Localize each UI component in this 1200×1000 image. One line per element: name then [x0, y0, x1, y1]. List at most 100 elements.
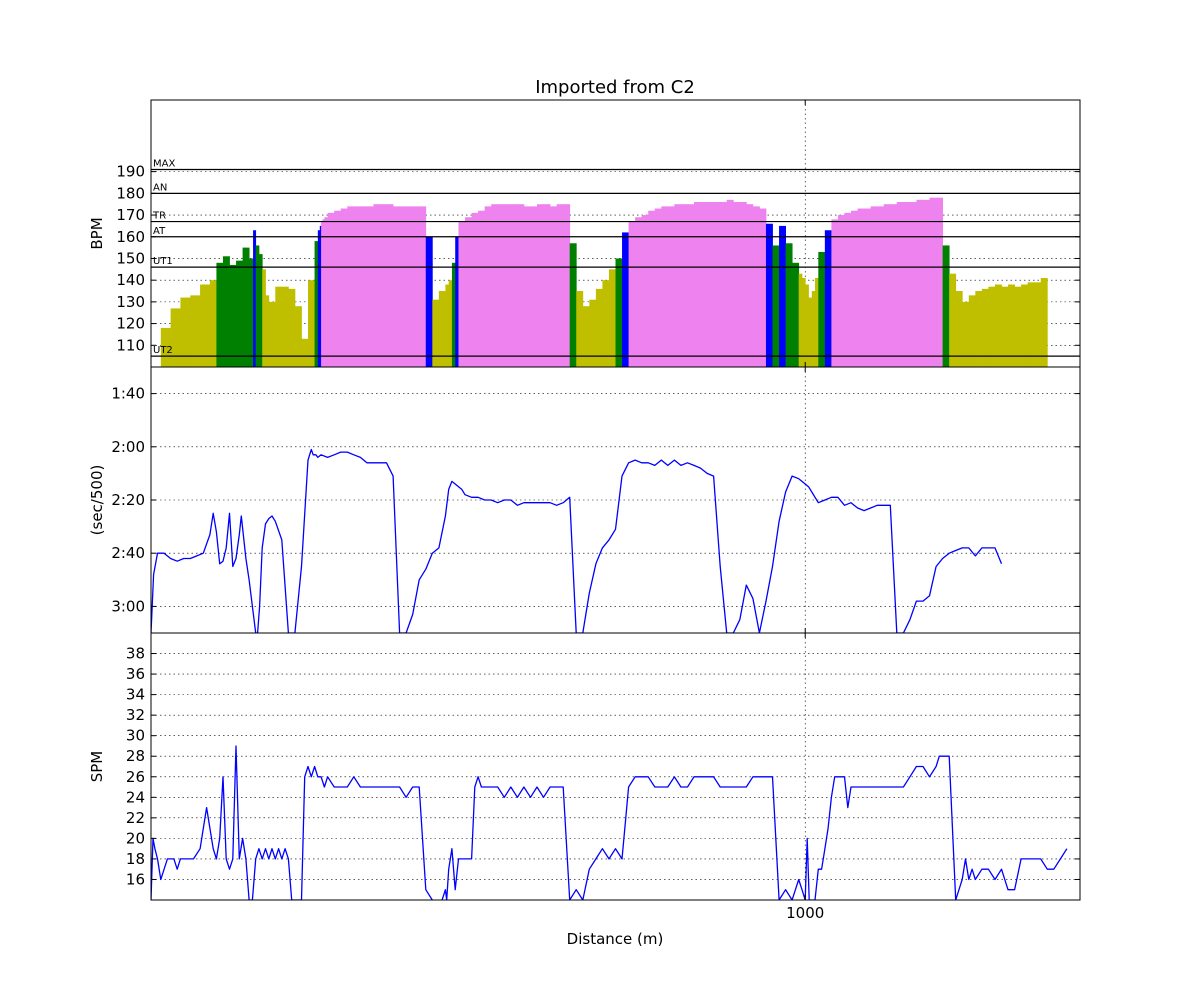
- hr-bar: [255, 245, 260, 367]
- y-tick-label: 24: [126, 788, 145, 806]
- zone-label-ut1: UT1: [153, 256, 173, 267]
- plot-area: [151, 448, 1003, 633]
- hr-bar: [857, 208, 865, 367]
- hr-bar: [190, 295, 201, 367]
- hr-bar: [200, 284, 211, 367]
- hr-bar: [739, 202, 747, 367]
- plot-area: [151, 745, 1068, 900]
- hr-bar: [615, 258, 623, 367]
- y-axis-label-pace: (sec/500): [88, 465, 106, 536]
- plot-area: [160, 197, 1048, 367]
- hr-bar: [815, 278, 819, 367]
- hr-bar: [975, 291, 983, 367]
- hr-bar: [772, 245, 780, 367]
- y-tick-label: 34: [126, 686, 145, 704]
- hr-bar: [399, 206, 407, 367]
- hr-bar: [563, 204, 571, 367]
- hr-bar: [700, 202, 708, 367]
- hr-bar: [419, 206, 427, 367]
- y-tick-label: 1:40: [111, 385, 145, 403]
- hr-bar: [425, 236, 433, 367]
- hr-bar: [438, 291, 446, 367]
- hr-bar: [674, 204, 682, 367]
- hr-bar: [262, 269, 266, 367]
- hr-bar: [818, 251, 826, 367]
- y-axis-label-spm: SPM: [88, 751, 106, 783]
- hr-bar: [589, 299, 597, 367]
- hr-bar: [386, 204, 394, 367]
- hr-bar: [209, 280, 217, 367]
- y-tick-label: 28: [126, 747, 145, 765]
- hr-bar: [301, 338, 309, 367]
- hr-bar: [393, 206, 401, 367]
- y-tick-label: 38: [126, 645, 145, 663]
- hr-bar: [798, 273, 803, 367]
- axes-frame: [150, 632, 1081, 901]
- hr-bar: [746, 204, 754, 367]
- zone-label-ut2: UT2: [153, 345, 173, 356]
- hr-bar: [628, 221, 636, 367]
- hr-bar: [648, 210, 656, 367]
- hr-bar: [550, 206, 558, 367]
- hr-bar: [497, 204, 505, 367]
- y-tick-label: 130: [116, 293, 145, 311]
- hr-bar: [491, 204, 499, 367]
- hr-bar: [759, 208, 767, 367]
- hr-bar: [785, 243, 793, 367]
- hr-bar: [661, 206, 669, 367]
- x-tick-label: 1000: [786, 904, 824, 922]
- hr-bar: [808, 297, 813, 367]
- hr-bar: [275, 286, 283, 367]
- hr-bar: [556, 204, 564, 367]
- hr-bar: [160, 327, 172, 367]
- hr-bar: [707, 202, 715, 367]
- y-tick-label: 20: [126, 829, 145, 847]
- hr-bar: [379, 204, 387, 367]
- hr-bar: [582, 306, 590, 367]
- hr-bar: [268, 301, 276, 367]
- hr-bar: [608, 269, 616, 367]
- hr-bar: [536, 204, 544, 367]
- hr-bar: [936, 197, 944, 367]
- hr-bar: [265, 295, 270, 367]
- hr-bar: [942, 245, 950, 367]
- hr-bar: [314, 241, 319, 367]
- hr-bar: [543, 204, 551, 367]
- y-tick-label: 110: [116, 336, 145, 354]
- x-axis-label: Distance (m): [567, 930, 664, 948]
- hr-bar: [792, 262, 800, 367]
- panel-hr: MAX AN TR AT UT1 UT2 110 120 130 140 150 160 170 180 1…: [88, 99, 1081, 368]
- hr-bar: [334, 210, 342, 367]
- hr-bar: [432, 299, 440, 367]
- hr-bar: [622, 232, 629, 367]
- hr-bar: [844, 212, 852, 367]
- chart-title: Imported from C2: [535, 77, 695, 98]
- hr-bar: [864, 208, 872, 367]
- hr-bar: [504, 204, 512, 367]
- hr-bar: [687, 204, 695, 367]
- y-tick-label: 30: [126, 727, 145, 745]
- y-tick-label: 180: [116, 184, 145, 202]
- hr-bar: [1034, 282, 1042, 367]
- hr-bar: [530, 206, 538, 367]
- hr-bar: [288, 288, 296, 367]
- y-tick-label: 190: [116, 163, 145, 181]
- hr-bar: [281, 286, 289, 367]
- hr-bar: [1027, 282, 1035, 367]
- y-tick-label: 16: [126, 870, 145, 888]
- hr-bar: [877, 206, 885, 367]
- hr-bar: [294, 306, 302, 367]
- pace-line: [151, 448, 1003, 633]
- hr-bar: [517, 204, 525, 367]
- y-tick-label: 2:00: [111, 438, 145, 456]
- hr-bar: [1014, 286, 1022, 367]
- hr-bar: [322, 219, 325, 367]
- hr-bar: [916, 199, 924, 367]
- hr-bar: [170, 308, 181, 367]
- hr-bar: [694, 202, 701, 367]
- hr-bar: [896, 202, 904, 367]
- hr-bar: [720, 202, 728, 367]
- y-tick-label: 160: [116, 228, 145, 246]
- hr-bar: [347, 206, 355, 367]
- hr-bar: [308, 280, 315, 367]
